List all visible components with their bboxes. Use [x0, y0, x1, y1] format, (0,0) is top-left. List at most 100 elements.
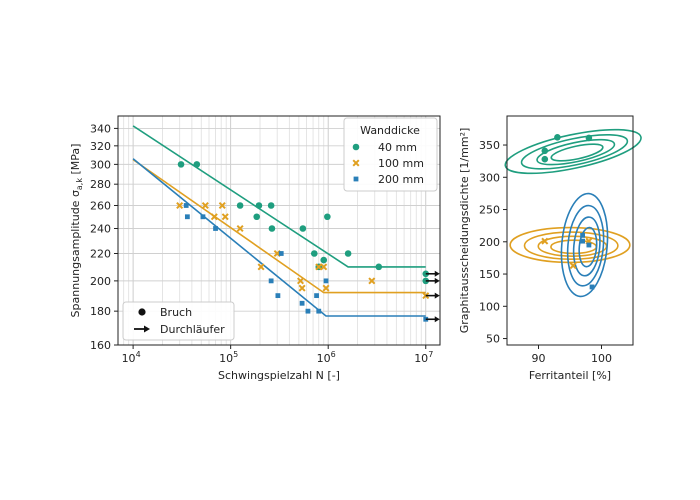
- density-contour-40mm: [520, 133, 629, 170]
- runout-arrow-head: [434, 316, 440, 323]
- wanddicke-legend-title: Wanddicke: [360, 124, 420, 137]
- data-point-200mm: [183, 203, 189, 208]
- sn-x-ticks: 104 105 106 107: [122, 345, 433, 365]
- density-contour-40mm: [536, 138, 616, 166]
- data-point-200mm: [316, 308, 322, 314]
- ferrit-chart: 90 100 50 100 150 200 250 300 350 Ferritanteil …: [458, 115, 642, 382]
- density-contour-200mm: [572, 216, 601, 277]
- density-contour-40mm: [504, 128, 642, 175]
- data-point-100mm: [296, 277, 305, 285]
- runout-arrow-head: [434, 270, 440, 277]
- bruch-legend-marker: [138, 308, 146, 316]
- data-point-200mm: [275, 293, 281, 299]
- y-tick-label: 50: [486, 333, 500, 346]
- sn-y-ticks: 160 180 200 220 240 260 280 300 320 340: [90, 122, 118, 352]
- durchlaeufer-legend-label: Durchläufer: [160, 323, 225, 336]
- runout-arrow-head: [434, 292, 440, 299]
- data-point-40mm: [310, 250, 318, 257]
- data-point-200mm: [200, 214, 206, 220]
- runout-40mm: [422, 270, 440, 278]
- type-legend: Bruch Durchläufer: [122, 301, 235, 341]
- y-tick-label: 260: [90, 199, 111, 212]
- y-tick-label: 350: [479, 139, 500, 152]
- data-point-200mm: [323, 278, 329, 284]
- data-point-200mm: [314, 293, 319, 299]
- data-point-100mm: [257, 263, 265, 271]
- sn-chart: 104 105 106 107 160 180 200 220 240 260 280 300 320…: [69, 115, 441, 382]
- data-point-100mm: [221, 213, 229, 221]
- data-point-100mm: [201, 201, 209, 209]
- sn-y-axis-label: Spannungsamplitude σa,k [MPa]: [69, 144, 84, 318]
- data-point-200mm: [299, 300, 305, 306]
- legend-label-200mm: 200 mm: [378, 173, 424, 186]
- data-point-200mm: [184, 214, 190, 220]
- data-point-100mm: [320, 263, 328, 271]
- y-tick-label: 340: [90, 122, 111, 135]
- y-tick-label: 300: [479, 171, 500, 184]
- runout-arrow-head: [434, 277, 440, 284]
- data-point-40mm: [268, 225, 276, 232]
- runout-100mm: [422, 292, 440, 300]
- ferrit-x-ticks: 90 100: [532, 345, 612, 365]
- type-legend-box: [122, 301, 235, 341]
- ferrit-point-200mm: [580, 232, 585, 238]
- data-point-40mm: [267, 202, 275, 209]
- ferrit-point-40mm: [541, 147, 549, 155]
- data-point-40mm: [253, 213, 261, 221]
- ferrit-y-axis-label: Graphitausscheidungsdichte [1/mm²]: [458, 128, 471, 334]
- data-point-200mm: [305, 308, 311, 314]
- ferrit-point-40mm: [541, 155, 549, 163]
- ferrit-point-200mm: [586, 242, 592, 248]
- fit-curve-200mm: [132, 158, 426, 317]
- ferrit-point-40mm: [585, 134, 593, 142]
- y-tick-label: 300: [90, 158, 111, 171]
- legend-marker-40mm: [352, 143, 360, 151]
- fit-curve-100mm: [132, 158, 426, 294]
- data-point-100mm: [368, 277, 376, 285]
- sn-x-axis-label: Schwingspielzahl N [-]: [218, 369, 340, 382]
- ferrit-point-200mm: [580, 238, 585, 244]
- y-tick-label: 220: [90, 247, 111, 260]
- data-point-200mm: [268, 278, 274, 284]
- data-point-100mm: [298, 284, 306, 292]
- data-point-40mm: [344, 250, 352, 257]
- data-point-40mm: [299, 225, 307, 232]
- data-point-100mm: [322, 284, 330, 292]
- density-contour-200mm: [560, 192, 609, 298]
- density-contour-100mm: [509, 226, 631, 264]
- data-point-40mm: [324, 213, 331, 221]
- y-tick-label: 160: [90, 339, 111, 352]
- ferrit-point-40mm: [554, 133, 561, 141]
- ferrit-plot-frame: [506, 115, 634, 346]
- x-tick-label: 105: [219, 350, 238, 365]
- y-tick-label: 100: [479, 300, 500, 313]
- ferrit-x-axis-label: Ferritanteil [%]: [529, 369, 611, 382]
- wanddicke-legend: Wanddicke 40 mm 100 mm 200 mm: [343, 117, 438, 192]
- data-point-100mm: [218, 201, 226, 209]
- sn-plot-frame: [117, 115, 441, 346]
- x-tick-label: 100: [591, 352, 612, 365]
- data-point-200mm: [213, 226, 218, 231]
- wanddicke-legend-box: [343, 117, 438, 192]
- sn-fit-curves: [132, 125, 426, 317]
- y-tick-label: 200: [90, 275, 111, 288]
- density-contour-200mm: [566, 204, 605, 287]
- y-tick-label: 200: [479, 236, 500, 249]
- density-contour-200mm: [578, 226, 598, 268]
- data-point-100mm: [210, 213, 218, 221]
- ferrit-point-100mm: [541, 237, 549, 245]
- sn-data-points: [176, 161, 440, 323]
- legend-label-100mm: 100 mm: [378, 157, 424, 170]
- ferrit-density-contours: [504, 128, 642, 298]
- ferrit-point-200mm: [589, 284, 595, 290]
- fit-curve-40mm: [132, 125, 426, 268]
- data-point-40mm: [193, 161, 201, 168]
- runout-40mm: [422, 277, 440, 285]
- runout-200mm: [423, 316, 440, 323]
- density-contour-40mm: [550, 143, 604, 162]
- legend-marker-100mm: [352, 159, 360, 167]
- data-point-100mm: [176, 201, 184, 209]
- data-point-40mm: [177, 161, 185, 168]
- y-tick-label: 180: [90, 305, 111, 318]
